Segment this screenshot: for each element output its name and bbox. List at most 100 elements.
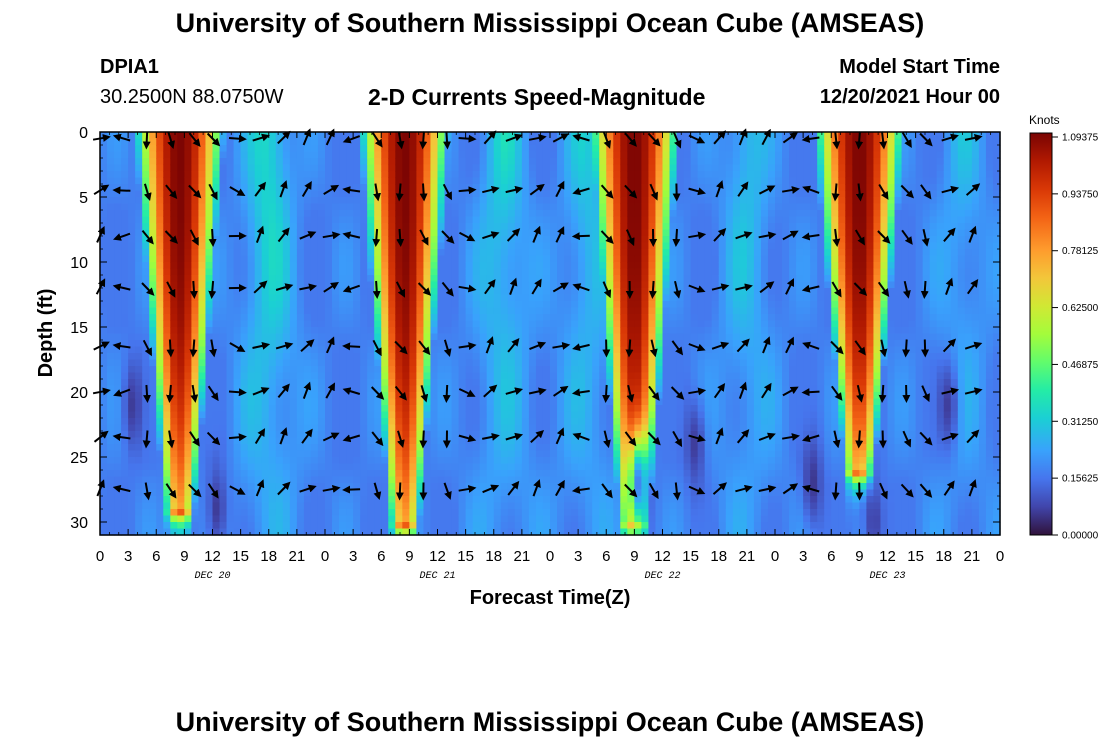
heatmap-cell <box>655 249 664 257</box>
heatmap-cell <box>247 314 256 322</box>
heatmap-cell <box>219 366 228 374</box>
heatmap-cell <box>613 301 621 309</box>
heatmap-cell <box>374 177 382 185</box>
heatmap-cell <box>465 197 474 205</box>
heatmap-cell <box>254 294 263 302</box>
heatmap-cell <box>458 249 467 257</box>
heatmap-cell <box>514 197 523 205</box>
heatmap-cell <box>451 528 460 536</box>
heatmap-cell <box>564 177 572 185</box>
heatmap-cell <box>114 405 122 413</box>
heatmap-cell <box>233 307 242 315</box>
heatmap-cell <box>282 301 291 309</box>
heatmap-cell <box>437 437 446 445</box>
heatmap-cell <box>381 145 389 153</box>
heatmap-cell <box>184 385 193 393</box>
heatmap-cell <box>535 320 544 328</box>
heatmap-cell <box>219 301 228 309</box>
heatmap-cell <box>360 197 368 205</box>
heatmap-cell <box>542 424 551 432</box>
heatmap-cell <box>465 307 474 315</box>
heatmap-cell <box>296 210 305 218</box>
heatmap-cell <box>416 385 425 393</box>
heatmap-cell <box>261 236 270 244</box>
heatmap-cell <box>634 392 643 400</box>
heatmap-cell <box>254 327 263 335</box>
heatmap-cell <box>325 509 333 517</box>
heatmap-cell <box>107 457 115 465</box>
heatmap-cell <box>571 424 579 432</box>
heatmap-cell <box>416 229 425 237</box>
heatmap-cell <box>641 268 650 276</box>
heatmap-cell <box>465 522 474 530</box>
heatmap-cell <box>226 281 235 289</box>
heatmap-cell <box>550 249 558 257</box>
heatmap-cell <box>353 476 361 484</box>
heatmap-cell <box>514 424 523 432</box>
heatmap-cell <box>142 515 150 523</box>
heatmap-cell <box>395 398 403 406</box>
heatmap-cell <box>374 483 382 491</box>
heatmap-cell <box>465 385 474 393</box>
heatmap-cell <box>254 262 263 270</box>
heatmap-cell <box>444 229 453 237</box>
heatmap-cell <box>198 450 207 458</box>
heatmap-cell <box>514 437 523 445</box>
heatmap-cell <box>409 320 418 328</box>
heatmap-cell <box>247 203 256 211</box>
heatmap-cell <box>184 346 193 354</box>
heatmap-cell <box>627 229 635 237</box>
heatmap-cell <box>261 275 270 283</box>
heatmap-cell <box>177 210 185 218</box>
heatmap-cell <box>317 353 326 361</box>
heatmap-cell <box>135 242 143 250</box>
heatmap-cell <box>184 177 193 185</box>
heatmap-cell <box>275 502 284 510</box>
heatmap-cell <box>226 333 235 341</box>
heatmap-cell <box>205 223 214 231</box>
heatmap-cell <box>254 366 263 374</box>
heatmap-cell <box>233 522 242 530</box>
heatmap-cell <box>571 450 579 458</box>
heatmap-cell <box>240 307 249 315</box>
heatmap-cell <box>571 151 579 159</box>
heatmap-cell <box>500 294 509 302</box>
heatmap-cell <box>198 470 207 478</box>
heatmap-cell <box>606 275 614 283</box>
heatmap-cell <box>289 515 298 523</box>
heatmap-cell <box>268 268 277 276</box>
heatmap-cell <box>500 379 509 387</box>
heatmap-cell <box>578 203 586 211</box>
heatmap-cell <box>606 392 614 400</box>
heatmap-cell <box>128 203 136 211</box>
heatmap-cell <box>564 398 572 406</box>
heatmap-cell <box>606 359 614 367</box>
heatmap-cell <box>521 379 530 387</box>
heatmap-cell <box>402 372 410 380</box>
heatmap-cell <box>156 145 164 153</box>
heatmap-cell <box>437 177 446 185</box>
heatmap-cell <box>500 158 509 166</box>
heatmap-cell <box>170 132 178 140</box>
heatmap-cell <box>107 353 115 361</box>
heatmap-cell <box>149 184 157 192</box>
heatmap-cell <box>521 340 530 348</box>
heatmap-cell <box>198 145 207 153</box>
heatmap-cell <box>557 145 565 153</box>
heatmap-cell <box>641 333 650 341</box>
heatmap-cell <box>507 392 516 400</box>
heatmap-cell <box>163 327 171 335</box>
heatmap-cell <box>142 164 150 172</box>
heatmap-cell <box>353 470 361 478</box>
heatmap-cell <box>388 262 396 270</box>
heatmap-cell <box>261 333 270 341</box>
heatmap-cell <box>346 158 354 166</box>
heatmap-cell <box>606 463 614 471</box>
heatmap-cell <box>564 216 572 224</box>
heatmap-cell <box>156 353 164 361</box>
heatmap-cell <box>648 411 657 419</box>
heatmap-cell <box>388 385 396 393</box>
heatmap-cell <box>395 509 403 517</box>
heatmap-cell <box>156 132 164 140</box>
heatmap-cell <box>599 431 607 439</box>
